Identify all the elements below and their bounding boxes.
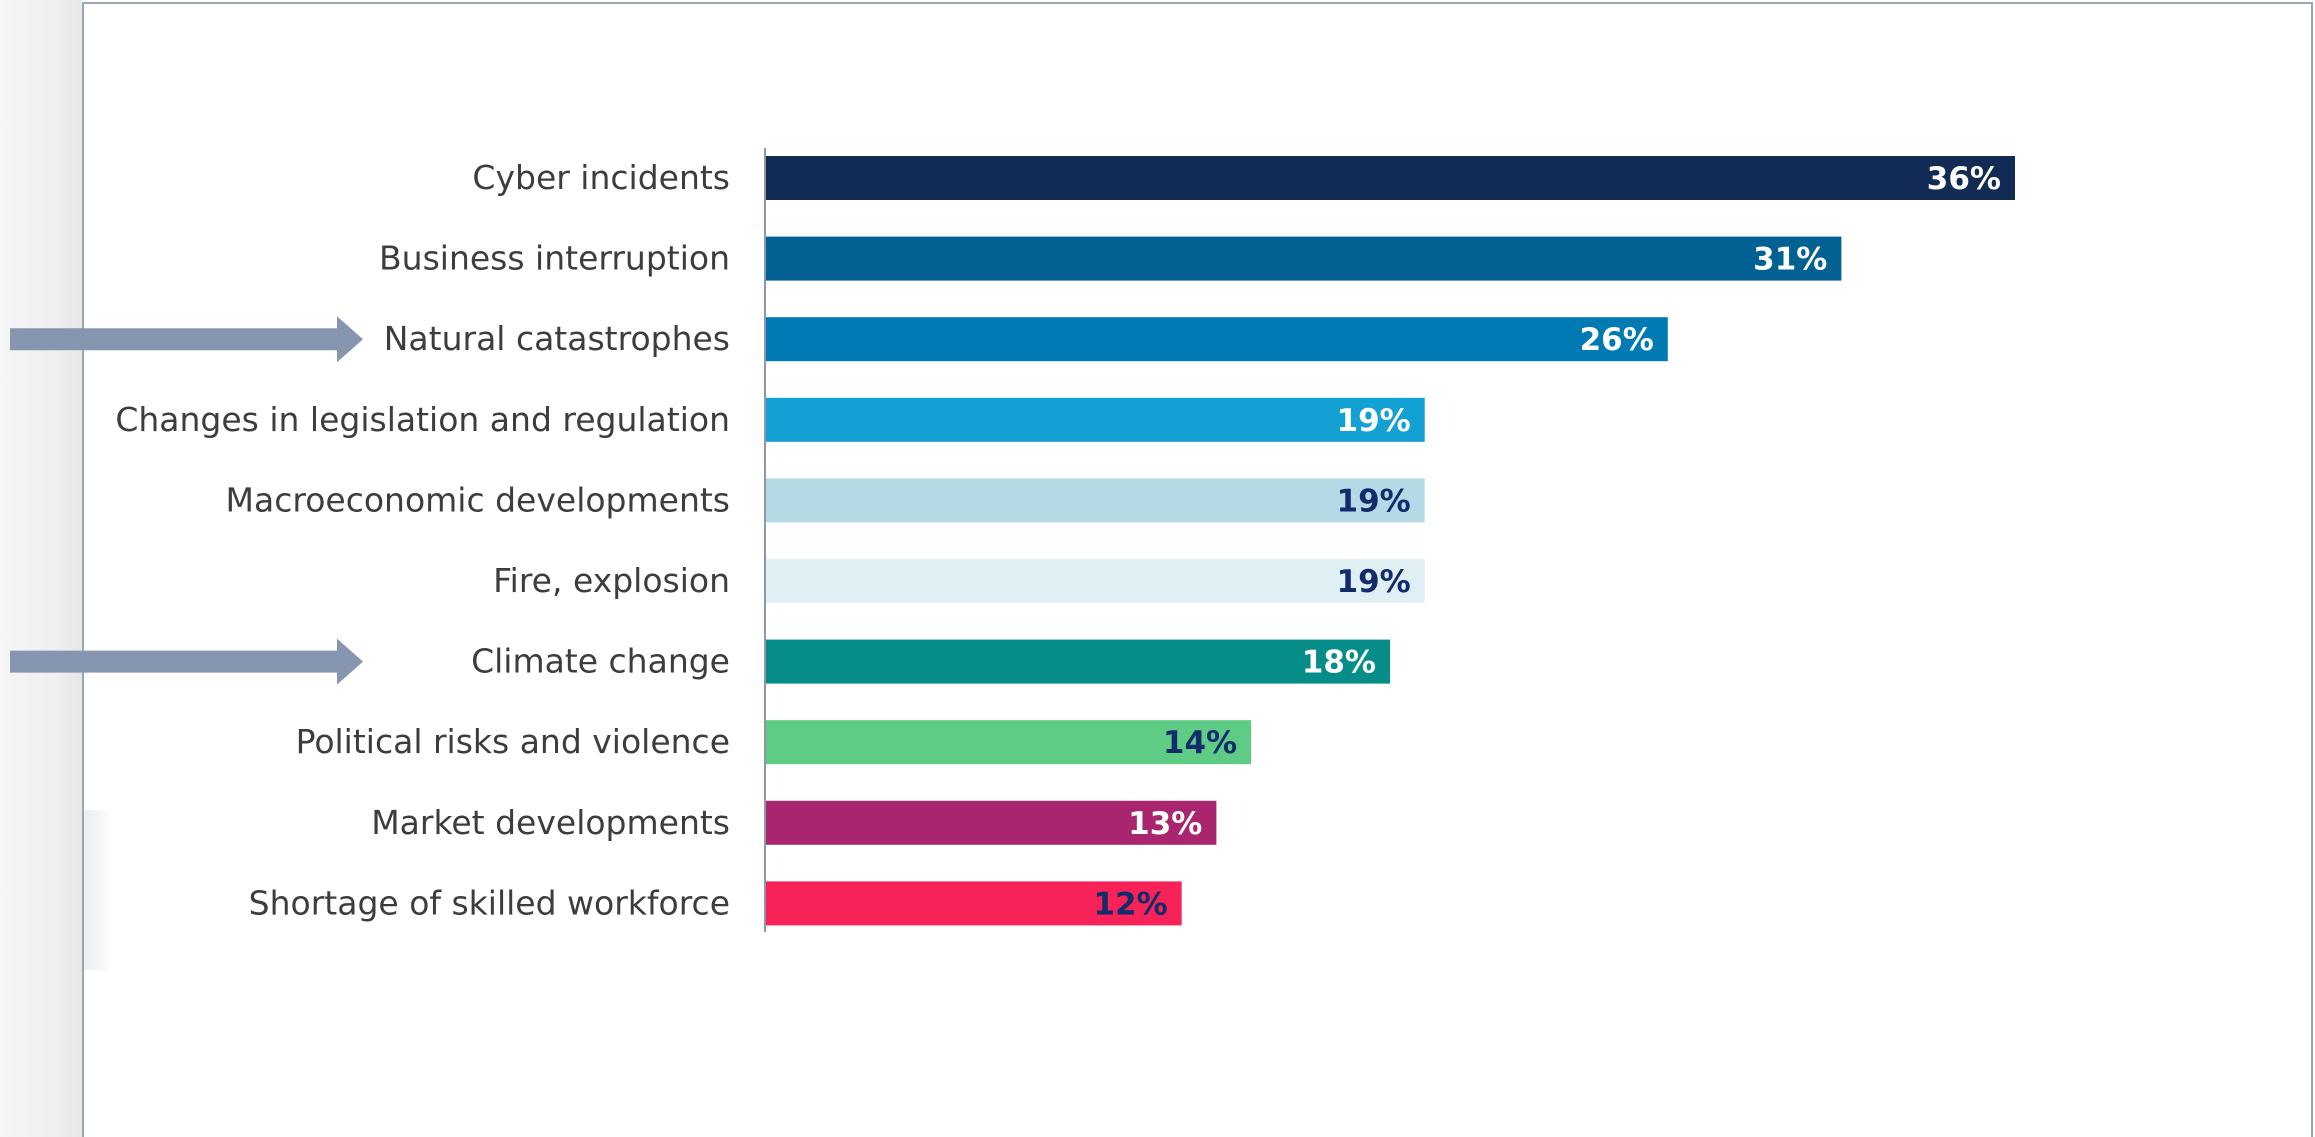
category-label-changes-in-legislation-and-regulation: Changes in legislation and regulation (115, 400, 730, 439)
category-label-market-developments: Market developments (371, 803, 730, 842)
category-label-cyber-incidents: Cyber incidents (472, 158, 730, 197)
category-label-climate-change: Climate change (471, 642, 730, 681)
value-label-cyber-incidents: 36% (1927, 161, 2001, 197)
arrow-icon-climate-change (10, 638, 363, 685)
value-label-shortage-of-skilled-workforce: 12% (1093, 886, 1167, 922)
bar-cyber-incidents (765, 156, 2015, 200)
highlight-arrows (10, 316, 363, 685)
category-label-business-interruption: Business interruption (379, 239, 730, 278)
category-labels: Cyber incidents Business interruption Natu… (115, 158, 730, 922)
value-label-macroeconomic-developments: 19% (1337, 483, 1411, 519)
category-label-macroeconomic-developments: Macroeconomic developments (226, 480, 730, 519)
value-labels: 36% 31% 26% 19% 19% 19% 18% 14% 13% 12% (1093, 161, 2001, 922)
background-shade (0, 0, 82, 1137)
bars-layer (765, 156, 2015, 926)
category-label-fire-explosion: Fire, explosion (493, 561, 730, 600)
bar-business-interruption (765, 236, 1842, 281)
category-label-political-risks-and-violence: Political risks and violence (296, 722, 730, 761)
value-label-natural-catastrophes: 26% (1580, 322, 1654, 358)
arrow-icon-natural-catastrophes (10, 316, 363, 363)
category-label-shortage-of-skilled-workforce: Shortage of skilled workforce (249, 883, 730, 922)
bar-natural-catastrophes (765, 317, 1668, 362)
value-label-market-developments: 13% (1128, 806, 1202, 842)
value-label-climate-change: 18% (1302, 645, 1376, 681)
bar-shortage-of-skilled-workforce (765, 881, 1182, 926)
bar-fire-explosion (765, 559, 1425, 603)
bar-macroeconomic-developments (765, 478, 1425, 523)
bar-changes-in-legislation-and-regulation (765, 397, 1425, 442)
value-label-political-risks-and-violence: 14% (1163, 725, 1237, 761)
value-label-fire-explosion: 19% (1337, 564, 1411, 600)
value-label-business-interruption: 31% (1753, 242, 1827, 278)
bar-market-developments (765, 800, 1217, 845)
category-label-natural-catastrophes: Natural catastrophes (384, 319, 730, 358)
bar-political-risks-and-violence (765, 720, 1252, 765)
bar-climate-change (765, 639, 1390, 684)
value-label-changes-in-legislation-and-regulation: 19% (1337, 403, 1411, 439)
card-shadow (84, 810, 114, 970)
